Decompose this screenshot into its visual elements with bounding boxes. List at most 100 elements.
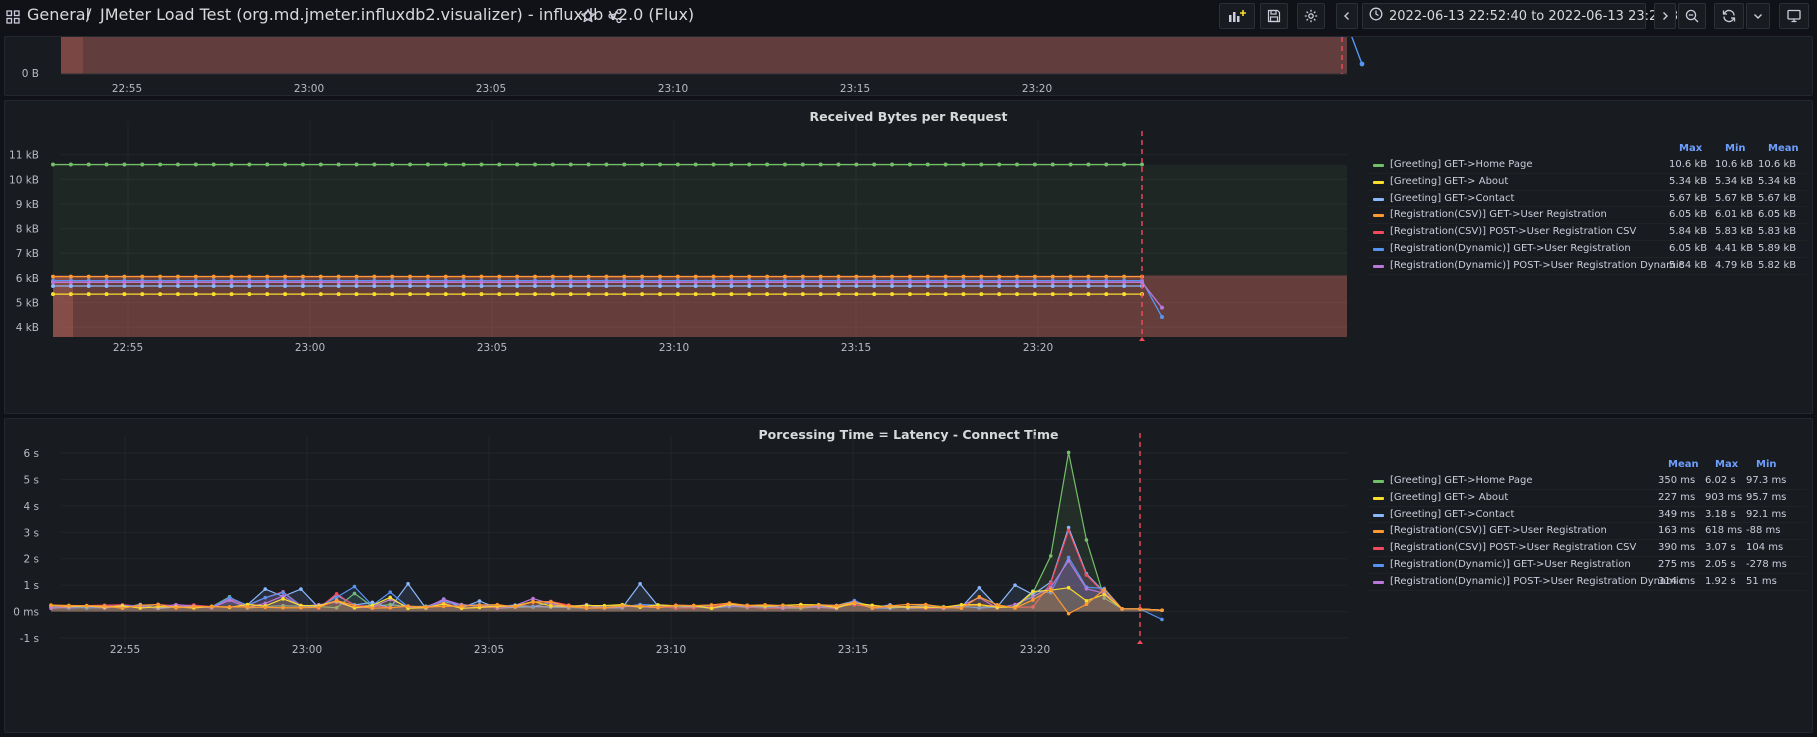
sent-bytes-panel: 0 B 22:55 23:00 23:05 23:10 23:15 23:20 bbox=[4, 36, 1813, 96]
legend-series-name[interactable]: [Greeting] GET->Home Page bbox=[1390, 475, 1533, 486]
legend-row[interactable]: [Registration(CSV)] GET->User Registrati… bbox=[1367, 523, 1807, 541]
data-point bbox=[727, 601, 732, 605]
data-point bbox=[852, 600, 857, 605]
legend-color-swatch[interactable] bbox=[1373, 248, 1384, 251]
legend-value-min: 95.7 ms bbox=[1746, 491, 1787, 503]
data-point bbox=[943, 284, 948, 289]
data-point bbox=[265, 292, 270, 297]
legend-color-swatch[interactable] bbox=[1373, 164, 1384, 167]
legend-series-name[interactable]: [Greeting] GET->Contact bbox=[1390, 508, 1515, 520]
data-point bbox=[1048, 587, 1053, 592]
legend-header-mean[interactable]: Mean bbox=[1668, 459, 1699, 470]
legend-color-swatch[interactable] bbox=[1373, 480, 1384, 483]
legend-series-name[interactable]: [Greeting] GET->Home Page bbox=[1390, 159, 1533, 170]
legend-row[interactable]: [Greeting] GET->Contact 5.67 kB 5.67 kB 5.6… bbox=[1367, 191, 1807, 208]
legend-series-name[interactable]: [Registration(CSV)] GET->User Registrati… bbox=[1390, 209, 1607, 221]
panel-title[interactable]: Porcessing Time = Latency - Connect Time bbox=[758, 427, 1059, 442]
view-mode-button[interactable] bbox=[1779, 3, 1809, 29]
legend-row[interactable]: [Registration(Dynamic)] POST->User Regis… bbox=[1367, 258, 1807, 275]
data-point bbox=[1048, 554, 1053, 558]
data-point bbox=[158, 162, 163, 167]
data-point bbox=[925, 292, 930, 297]
data-point bbox=[747, 284, 752, 289]
legend-series-name[interactable]: [Registration(Dynamic)] GET->User Regist… bbox=[1390, 243, 1631, 254]
legend-series-name[interactable]: [Registration(CSV)] POST->User Registrat… bbox=[1390, 542, 1637, 554]
legend-row[interactable]: [Registration(Dynamic)] GET->User Regist… bbox=[1367, 241, 1807, 258]
data-point bbox=[1104, 284, 1109, 289]
legend-header-max[interactable]: Max bbox=[1679, 143, 1703, 154]
processing-time-chart[interactable]: -1 s 0 ms 1 s 2 s 3 s 4 s 5 s 6 s 22:55 23:00 23:0… bbox=[5, 419, 1365, 734]
legend-header-min[interactable]: Min bbox=[1725, 143, 1746, 154]
legend-row[interactable]: [Greeting] GET-> About 227 ms 903 ms 95.7 m… bbox=[1367, 490, 1807, 507]
refresh-button[interactable] bbox=[1714, 3, 1744, 29]
apps-icon[interactable] bbox=[6, 9, 20, 24]
legend-color-swatch[interactable] bbox=[1373, 513, 1384, 517]
legend-header-mean[interactable]: Mean bbox=[1768, 143, 1799, 154]
legend-row[interactable]: [Greeting] GET->Home Page 10.6 kB 10.6 kB 1… bbox=[1367, 157, 1807, 174]
legend-color-swatch[interactable] bbox=[1373, 214, 1384, 218]
star-icon[interactable] bbox=[580, 8, 596, 24]
series-line[interactable] bbox=[50, 452, 1163, 611]
dashboard-title[interactable]: JMeter Load Test (org.md.jmeter.influxdb… bbox=[100, 5, 695, 24]
save-button[interactable] bbox=[1260, 3, 1288, 29]
legend-row[interactable]: [Registration(CSV)] POST->User Registrat… bbox=[1367, 540, 1807, 557]
legend-color-swatch[interactable] bbox=[1373, 180, 1384, 184]
legend-header-min[interactable]: Min bbox=[1756, 459, 1777, 470]
legend-series-name[interactable]: [Greeting] GET-> About bbox=[1390, 175, 1509, 187]
legend-header-max[interactable]: Max bbox=[1715, 459, 1739, 470]
legend-row[interactable]: [Registration(CSV)] POST->User Registrat… bbox=[1367, 224, 1807, 241]
legend-series-name[interactable]: [Greeting] GET->Contact bbox=[1390, 192, 1515, 204]
legend-color-swatch[interactable] bbox=[1373, 496, 1384, 500]
data-point bbox=[138, 606, 143, 610]
panel-title[interactable]: Received Bytes per Request bbox=[809, 109, 1008, 124]
received-bytes-chart[interactable]: 4 kB 5 kB 6 kB 7 kB 8 kB 9 kB 10 kB 11 kB 22:55 2… bbox=[5, 101, 1365, 415]
legend-row[interactable]: [Registration(CSV)] GET->User Registrati… bbox=[1367, 207, 1807, 225]
legend-row[interactable]: [Greeting] GET-> About 5.34 kB 5.34 kB 5.34… bbox=[1367, 174, 1807, 191]
legend-row[interactable]: [Greeting] GET->Contact 349 ms 3.18 s 92.1 … bbox=[1367, 507, 1807, 524]
legend-color-swatch[interactable] bbox=[1373, 530, 1384, 534]
time-range-picker[interactable]: 2022-06-13 22:52:40 to 2022-06-13 23:23:… bbox=[1362, 3, 1704, 29]
share-icon[interactable] bbox=[607, 8, 623, 24]
legend-color-swatch[interactable] bbox=[1373, 564, 1384, 567]
legend-color-swatch[interactable] bbox=[1373, 197, 1384, 201]
legend-series-name[interactable]: [Registration(Dynamic)] GET->User Regist… bbox=[1390, 559, 1631, 570]
data-point bbox=[1032, 280, 1037, 285]
legend-row[interactable]: [Registration(Dynamic)] POST->User Regis… bbox=[1367, 574, 1807, 591]
data-point bbox=[997, 274, 1002, 279]
data-point bbox=[318, 274, 323, 279]
refresh-interval-picker[interactable] bbox=[1746, 3, 1770, 29]
legend-series-name[interactable]: [Registration(CSV)] GET->User Registrati… bbox=[1390, 525, 1607, 537]
data-point bbox=[997, 280, 1002, 285]
data-point bbox=[408, 280, 413, 285]
legend-value-min: 6.01 kB bbox=[1715, 209, 1754, 221]
y-tick-label: 11 kB bbox=[9, 150, 39, 162]
data-point bbox=[515, 284, 520, 289]
zoom-out-button[interactable] bbox=[1678, 3, 1706, 29]
tv-icon bbox=[1787, 9, 1801, 23]
breadcrumb-root[interactable]: General bbox=[27, 5, 91, 24]
add-panel-button[interactable] bbox=[1219, 3, 1255, 29]
legend-series-name[interactable]: [Greeting] GET-> About bbox=[1390, 491, 1509, 503]
data-point bbox=[1140, 162, 1144, 167]
data-point bbox=[836, 280, 841, 285]
legend-series-name[interactable]: [Registration(CSV)] POST->User Registrat… bbox=[1390, 226, 1637, 238]
legend-color-swatch[interactable] bbox=[1373, 547, 1384, 551]
legend-color-swatch[interactable] bbox=[1373, 231, 1384, 235]
series-line[interactable] bbox=[50, 525, 1163, 611]
data-point bbox=[227, 598, 232, 603]
data-point bbox=[424, 605, 428, 609]
legend-color-swatch[interactable] bbox=[1373, 264, 1384, 268]
legend-row[interactable]: [Registration(Dynamic)] GET->User Regist… bbox=[1367, 557, 1807, 574]
legend-series-name[interactable]: [Registration(Dynamic)] POST->User Regis… bbox=[1390, 575, 1685, 587]
data-point bbox=[550, 292, 555, 297]
refresh-icon bbox=[1722, 9, 1736, 23]
legend-series-name[interactable]: [Registration(Dynamic)] POST->User Regis… bbox=[1390, 259, 1685, 271]
time-forward-button[interactable] bbox=[1654, 3, 1676, 29]
legend-value-mean: 10.6 kB bbox=[1758, 159, 1797, 170]
legend-row[interactable]: [Greeting] GET->Home Page 350 ms 6.02 s 97.… bbox=[1367, 473, 1807, 490]
time-back-button[interactable] bbox=[1336, 3, 1358, 29]
data-point bbox=[765, 292, 770, 297]
series-line[interactable] bbox=[50, 528, 1163, 611]
settings-button[interactable] bbox=[1297, 3, 1325, 29]
legend-color-swatch[interactable] bbox=[1373, 580, 1384, 584]
